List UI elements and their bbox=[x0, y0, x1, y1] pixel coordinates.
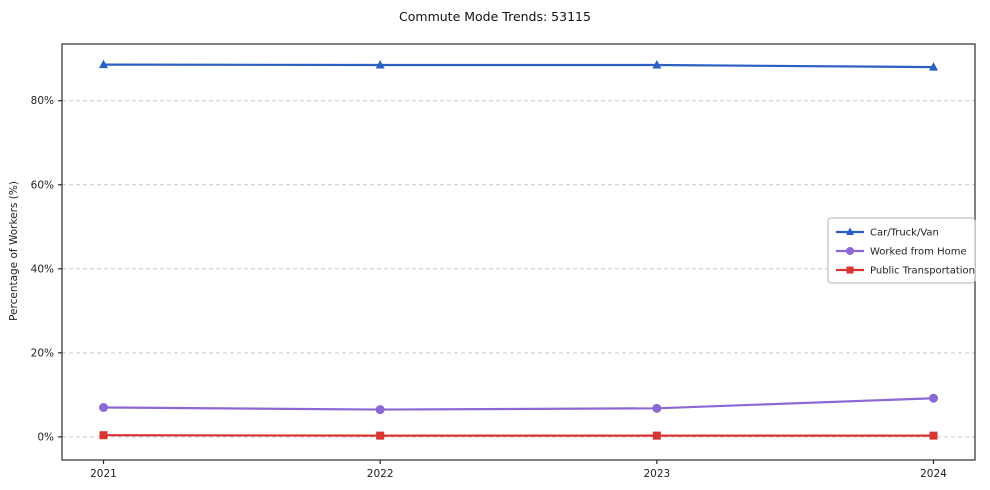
x-tick-label: 2022 bbox=[367, 468, 394, 480]
legend-box bbox=[827, 217, 976, 284]
x-tick-label: 2024 bbox=[920, 468, 947, 480]
x-tick-label: 2023 bbox=[643, 468, 670, 480]
chart-title: Commute Mode Trends: 53115 bbox=[399, 9, 591, 24]
legend-label: Public Transportation bbox=[870, 266, 975, 277]
gridlines bbox=[62, 100, 975, 438]
y-tick-label: 80% bbox=[31, 95, 54, 107]
y-tick-label: 40% bbox=[31, 263, 54, 275]
y-tick-label: 0% bbox=[37, 431, 54, 443]
x-tick-label: 2021 bbox=[90, 468, 117, 480]
legend-item: Worked from Home bbox=[836, 247, 967, 258]
legend-item: Car/Truck/Van bbox=[836, 227, 939, 239]
series-worked-from-home bbox=[99, 393, 938, 415]
legend-item: Public Transportation bbox=[836, 266, 975, 277]
y-axis: 0% 20% 40% 60% 80% bbox=[31, 95, 62, 443]
x-axis: 2021 2022 2023 2024 bbox=[90, 460, 947, 480]
y-tick-label: 20% bbox=[31, 347, 54, 359]
series-public-transportation bbox=[99, 431, 938, 440]
y-tick-label: 60% bbox=[31, 179, 54, 191]
legend: Car/Truck/Van Worked from Home Public Tran… bbox=[827, 217, 976, 284]
series-car-truck-van bbox=[99, 59, 938, 71]
legend-label: Worked from Home bbox=[870, 247, 967, 258]
legend-label: Car/Truck/Van bbox=[870, 228, 939, 239]
